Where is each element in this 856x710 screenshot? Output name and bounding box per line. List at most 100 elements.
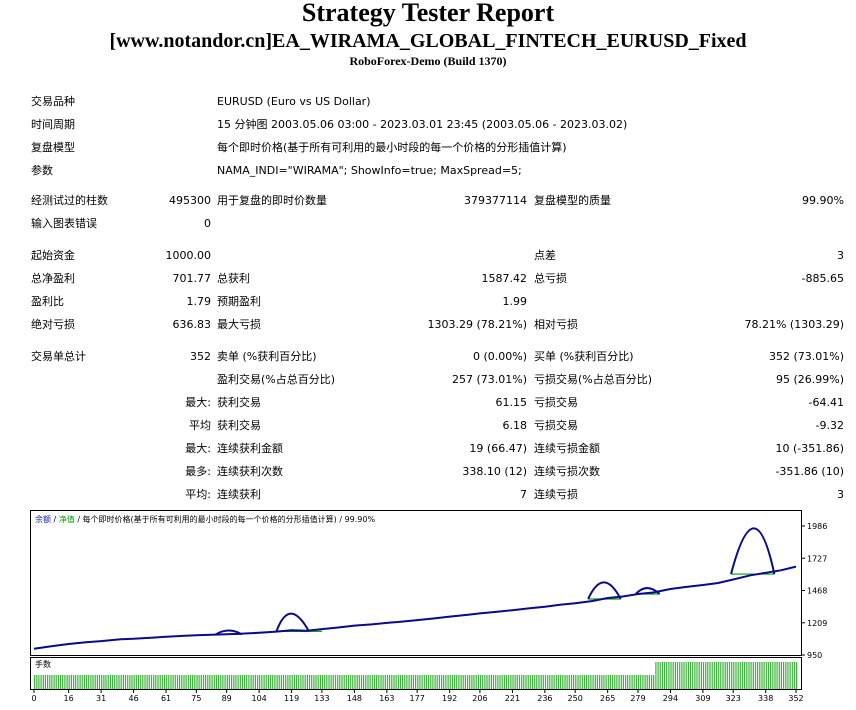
largest-prefix: 最大: — [185, 396, 211, 409]
server-info: RoboForex-Demo (Build 1370) — [349, 54, 507, 68]
volume-bar — [395, 675, 397, 689]
volume-bar — [674, 662, 676, 689]
volume-bar — [709, 662, 711, 689]
volume-bar — [183, 675, 185, 689]
balance-line — [33, 565, 797, 650]
volume-bar — [492, 675, 495, 689]
volume-bar — [739, 662, 741, 689]
volume-bar — [161, 675, 163, 689]
row-net-profit: 总净盈利 701.77 总获利 1587.42 总亏损 -885.65 — [0, 269, 856, 289]
row-drawdown: 绝对亏损 636.83 最大亏损 1303.29 (78.21%) 相对亏损 7… — [0, 315, 856, 335]
volume-bar — [419, 675, 421, 689]
volume-bar — [187, 675, 189, 689]
volume-bar — [462, 675, 464, 689]
volume-bar — [449, 675, 451, 689]
volume-bar — [560, 675, 562, 689]
volume-bar — [551, 675, 553, 689]
volume-bar — [211, 675, 213, 689]
volume-bar — [246, 675, 248, 689]
volume-bar — [64, 675, 66, 689]
volume-bar — [586, 675, 588, 689]
legend-equity: 净值 — [59, 514, 75, 524]
volume-bar — [521, 675, 523, 689]
volume-bar — [514, 675, 516, 689]
volume-bar — [596, 675, 598, 689]
volume-bar — [86, 675, 88, 689]
balance-hump-4 — [635, 587, 661, 595]
volume-bar — [153, 675, 155, 689]
net-profit-value: 701.77 — [172, 272, 212, 285]
errors-value: 0 — [204, 217, 211, 230]
volume-bar — [163, 675, 166, 689]
x-tick-label: 163 — [379, 694, 394, 703]
abs-dd-label: 绝对亏损 — [31, 318, 75, 331]
volume-bar — [142, 675, 144, 689]
volume-bar — [726, 662, 728, 689]
volume-bar — [724, 662, 726, 689]
volume-bar — [252, 675, 254, 689]
volume-bar — [581, 675, 583, 689]
volume-bar — [315, 675, 317, 689]
volume-bar — [501, 675, 503, 689]
volume-bar — [40, 675, 42, 689]
volume-bar — [70, 675, 72, 689]
volume-bar — [185, 675, 187, 689]
volume-bar — [754, 662, 757, 689]
volume-bar — [90, 675, 92, 689]
volume-bar — [404, 675, 406, 689]
volume-bar — [131, 675, 133, 689]
volume-bar — [220, 675, 222, 689]
volume-bar — [718, 662, 720, 689]
volume-bar — [499, 675, 501, 689]
volume-bar — [44, 675, 46, 689]
volume-bar — [157, 675, 159, 689]
volume-bar — [605, 675, 607, 689]
x-tick-label: 119 — [284, 694, 299, 703]
volume-bar — [241, 675, 243, 689]
volume-bar — [386, 675, 389, 689]
largest-loss-value: -64.41 — [808, 396, 844, 409]
volume-bar — [57, 675, 59, 689]
volume-bar — [722, 662, 724, 689]
volume-bar — [759, 662, 761, 689]
x-tick-label: 265 — [600, 694, 615, 703]
max-dd-value: 1303.29 (78.21%) — [427, 318, 527, 331]
volume-bar — [765, 662, 767, 689]
volume-bar — [625, 675, 627, 689]
volume-bar — [408, 675, 410, 689]
volume-bar — [321, 675, 324, 689]
volume-bar — [534, 675, 536, 689]
x-tick-label: 148 — [347, 694, 362, 703]
volume-bar — [445, 675, 447, 689]
max-consec-wins-value: 19 (66.47) — [469, 442, 527, 455]
max-consec-loss-value: -351.86 (10) — [775, 465, 844, 478]
volume-bar — [101, 675, 103, 689]
volume-bar — [53, 675, 55, 689]
average-loss-value: -9.32 — [815, 419, 844, 432]
volume-bar — [111, 675, 114, 689]
volume-bar — [573, 675, 575, 689]
ticks-label: 用于复盘的即时价数量 — [217, 194, 327, 207]
volume-bar — [425, 675, 427, 689]
report-title: Strategy Tester Report — [301, 0, 555, 27]
volume-bar — [166, 675, 168, 689]
volume-bar — [397, 675, 399, 689]
volume-bar — [287, 675, 289, 689]
volume-bar — [412, 675, 414, 689]
x-tick-label: 192 — [442, 694, 457, 703]
volume-bar — [525, 675, 527, 689]
volume-bar — [540, 675, 542, 689]
volume-bar — [791, 662, 793, 689]
row-most-consec: 最多: 连续获利次数 338.10 (12) 连续亏损次数 -351.86 (1… — [0, 462, 856, 482]
rel-dd-value: 78.21% (1303.29) — [744, 318, 844, 331]
avg-consec-losses-label: 连续亏损 — [534, 488, 578, 501]
volume-bar — [127, 675, 129, 689]
most-prefix: 最多: — [185, 465, 211, 478]
volume-bar — [553, 675, 555, 689]
volume-bar — [473, 675, 475, 689]
volume-bar — [341, 675, 343, 689]
volume-bar — [733, 662, 735, 689]
volume-bar — [655, 662, 657, 689]
legend-rest: / 每个即时价格(基于所有可利用的最小时段的每一个价格的分形插值计算) / 99… — [75, 514, 376, 524]
volume-bar — [295, 675, 298, 689]
